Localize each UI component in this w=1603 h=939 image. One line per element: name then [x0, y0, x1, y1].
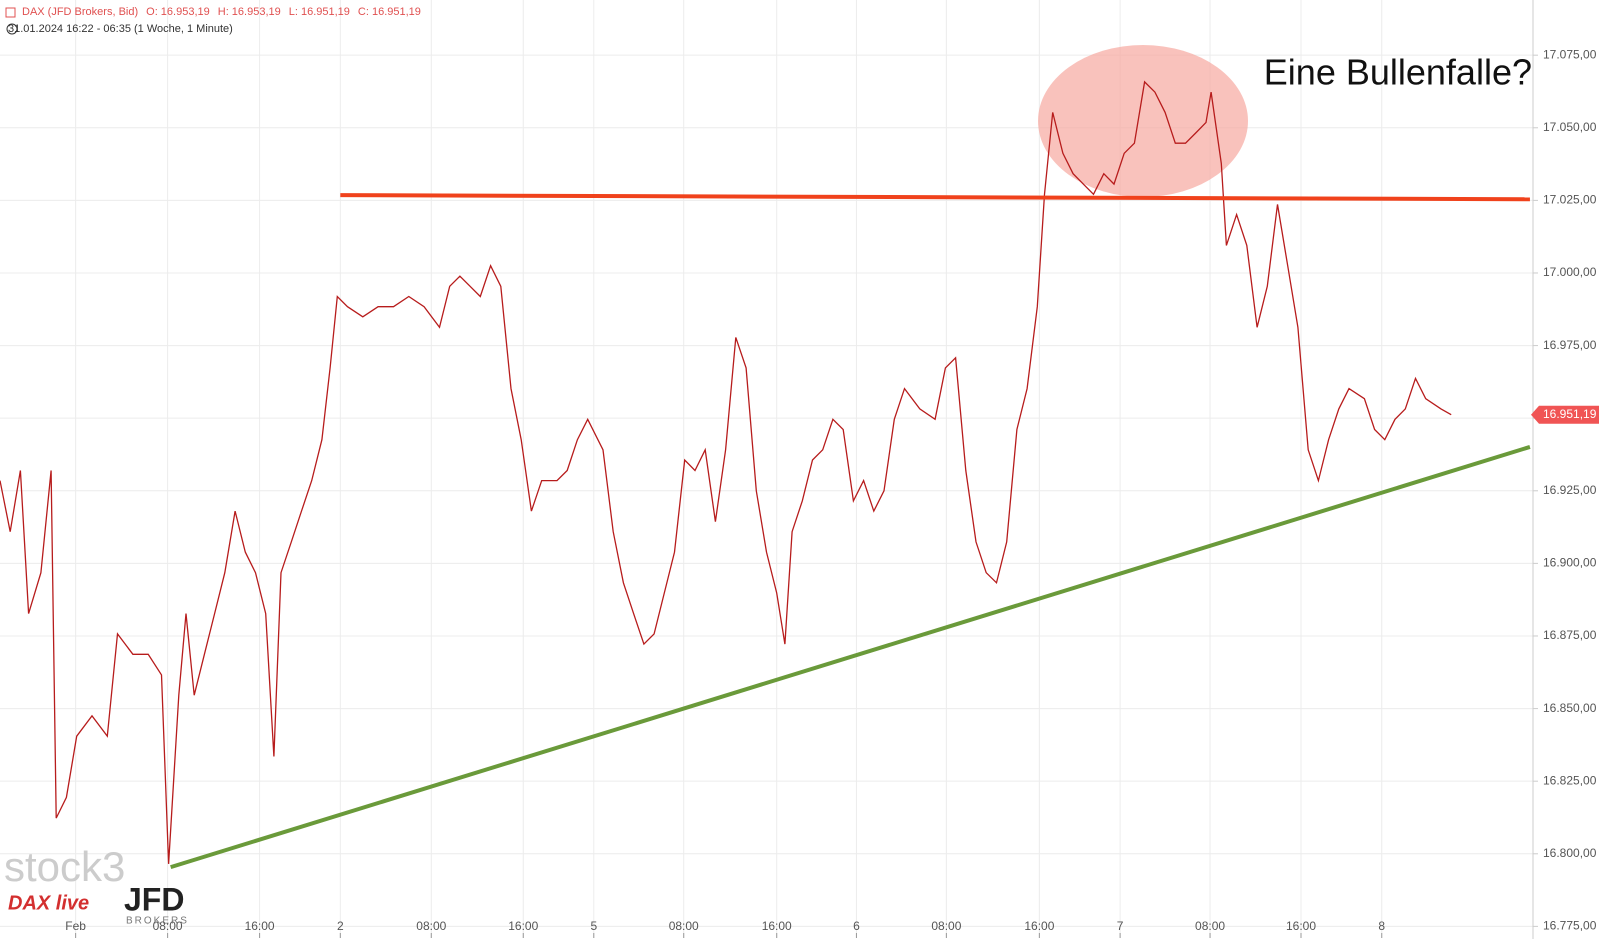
- x-tick-label: 08:00: [931, 919, 961, 933]
- y-tick-label: 17.075,00: [1543, 47, 1597, 61]
- header-icon: [5, 7, 16, 18]
- x-tick-label: 16:00: [508, 919, 538, 933]
- y-tick-label: 16.875,00: [1543, 628, 1597, 642]
- y-tick-label: 16.775,00: [1543, 919, 1597, 933]
- grid: [0, 0, 1533, 938]
- price-line: [0, 80, 1452, 864]
- x-tick-label: 16:00: [1024, 919, 1054, 933]
- y-tick-label: 16.975,00: [1543, 338, 1597, 352]
- header-text: C: 16.951,19: [358, 6, 421, 18]
- subtitle: 31.01.2024 16:22 - 06:35 (1 Woche, 1 Min…: [8, 23, 233, 35]
- x-tick-label: 8: [1378, 919, 1385, 933]
- plot: [0, 80, 1531, 870]
- y-tick-label: 17.050,00: [1543, 120, 1597, 134]
- highlight-ellipse: [1038, 45, 1248, 197]
- x-tick-label: 08:00: [669, 919, 699, 933]
- header-text: L: 16.951,19: [289, 6, 350, 18]
- watermark: DAX live: [8, 892, 89, 914]
- x-tick-label: 5: [590, 919, 597, 933]
- trendline: [170, 445, 1531, 870]
- trendline: [340, 193, 1530, 202]
- y-tick-label: 16.825,00: [1543, 773, 1597, 787]
- x-tick-label: Feb: [65, 919, 86, 933]
- x-tick-label: 16:00: [762, 919, 792, 933]
- x-tick-label: 08:00: [1195, 919, 1225, 933]
- header-text: O: 16.953,19: [146, 6, 210, 18]
- y-tick-label: 16.850,00: [1543, 701, 1597, 715]
- last-price-label: 16.951,19: [1543, 407, 1597, 421]
- watermark: BROKERS: [126, 916, 189, 927]
- x-tick-label: 08:00: [416, 919, 446, 933]
- x-tick-label: 08:00: [153, 919, 183, 933]
- x-tick-label: 6: [853, 919, 860, 933]
- y-tick-label: 16.925,00: [1543, 483, 1597, 497]
- header-text: DAX (JFD Brokers, Bid): [22, 6, 138, 18]
- last-price-marker: [1531, 405, 1599, 424]
- clock-icon: [6, 23, 18, 35]
- y-tick-label: 16.800,00: [1543, 846, 1597, 860]
- watermark: stock3: [4, 843, 125, 890]
- y-tick-label: 16.900,00: [1543, 556, 1597, 570]
- x-tick-label: 16:00: [245, 919, 275, 933]
- annotation: Eine Bullenfalle?: [1264, 52, 1532, 93]
- header-text: H: 16.953,19: [218, 6, 281, 18]
- x-tick-label: 2: [337, 919, 344, 933]
- y-tick-label: 17.025,00: [1543, 193, 1597, 207]
- x-tick-label: 16:00: [1286, 919, 1316, 933]
- x-tick-label: 7: [1117, 919, 1124, 933]
- watermark: JFD: [124, 881, 184, 917]
- y-tick-label: 17.000,00: [1543, 265, 1597, 279]
